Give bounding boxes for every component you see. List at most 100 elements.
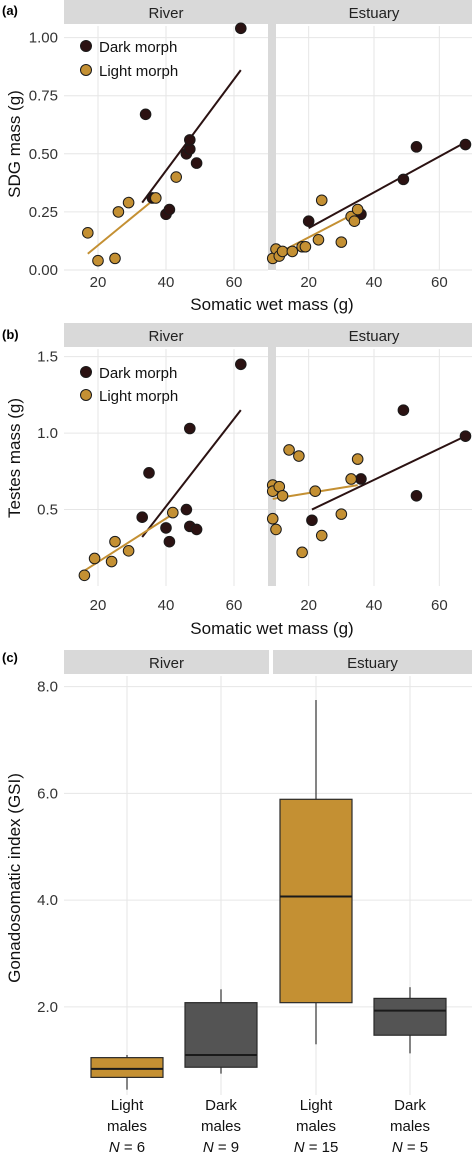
data-point-light-morph	[122, 545, 135, 557]
data-point-dark-morph	[163, 535, 176, 548]
legend-light-morph-swatch	[80, 389, 92, 401]
panel-c-gsi-boxplot: (c) River Estuary 2.0 4.0 6.0 8.0 Light males N …	[2, 650, 472, 1154]
panel-b-legend: Dark morph Light morph	[80, 365, 178, 405]
data-point-dark-morph	[459, 138, 472, 151]
data-point-light-morph	[170, 171, 182, 183]
facet-strip-estuary	[273, 650, 472, 674]
sample-size-symbol: N	[109, 1139, 120, 1154]
sample-size-value: = 15	[305, 1139, 339, 1154]
data-point-light-morph	[270, 523, 282, 536]
panel-a-x-axis-title: Somatic wet mass (g)	[190, 295, 353, 314]
panel-b-testes-mass: (b) River 20 40 60 Estuary 20 40 60 0.5 1.0 1.5 So…	[2, 323, 472, 638]
category-label-line1: Dark	[394, 1097, 426, 1114]
data-point-dark-morph	[235, 358, 247, 371]
data-point-light-morph	[293, 450, 305, 462]
sample-size-value: = 9	[214, 1139, 239, 1154]
fit-line-dark-morph	[308, 141, 466, 230]
x-tick-label: 60	[431, 597, 448, 614]
y-tick-label: 0.25	[29, 204, 58, 221]
category-label-line2: males	[201, 1118, 241, 1135]
y-tick-label: 1.0	[37, 425, 58, 442]
data-point-light-morph	[312, 233, 325, 246]
box-iqr	[373, 997, 447, 1036]
facet-strip-label: River	[148, 328, 183, 345]
data-point-light-morph	[335, 236, 348, 248]
y-tick-label: 0.75	[29, 88, 58, 105]
y-tick-label: 0.5	[37, 502, 58, 519]
data-point-light-morph	[276, 245, 289, 258]
data-point-dark-morph	[190, 523, 203, 536]
data-point-light-morph	[276, 489, 289, 502]
facet-strip-river	[64, 0, 268, 24]
sample-size-value: = 5	[403, 1139, 428, 1154]
facet-strip-label: River	[148, 5, 183, 22]
data-point-dark-morph	[143, 467, 155, 479]
x-tick-label: 60	[226, 274, 243, 291]
category-label-line1: Light	[111, 1097, 144, 1114]
sample-size-symbol: N	[392, 1139, 403, 1154]
box-iqr	[279, 798, 353, 1004]
panel-a-sdg-mass: (a) River 20 40 60 Estuary 20 40 60 0.00 0.25 0.50…	[2, 0, 472, 314]
legend-light-morph-swatch	[80, 64, 92, 76]
legend-dark-morph-label: Dark morph	[99, 39, 177, 56]
x-tick-label: 40	[366, 274, 383, 291]
category-label-line1: Dark	[205, 1097, 237, 1114]
data-point-light-morph	[351, 203, 364, 216]
data-point-light-morph	[309, 485, 322, 498]
facet-separator	[268, 0, 276, 270]
panel-c-y-axis-title: Gonadosomatic index (GSI)	[5, 773, 24, 983]
y-tick-label: 8.0	[37, 679, 58, 696]
data-point-dark-morph	[306, 514, 318, 527]
data-point-light-morph	[122, 196, 135, 209]
sample-size-value: = 6	[120, 1139, 145, 1154]
data-point-light-morph	[109, 252, 121, 265]
data-point-light-morph	[109, 535, 121, 548]
y-tick-label: 1.00	[29, 30, 58, 47]
panel-c-label: (c)	[2, 650, 18, 665]
y-tick-label: 2.0	[37, 999, 58, 1016]
data-point-light-morph	[315, 529, 328, 542]
data-point-light-morph	[345, 473, 357, 485]
data-point-light-morph	[335, 508, 348, 520]
data-point-light-morph	[266, 512, 279, 525]
x-tick-label: 40	[366, 597, 383, 614]
category-sample-size: N = 15	[294, 1139, 339, 1154]
data-point-light-morph	[150, 192, 162, 204]
data-point-light-morph	[315, 194, 328, 207]
x-tick-label: 40	[158, 274, 175, 291]
sample-size-symbol: N	[203, 1139, 214, 1154]
x-tick-label: 60	[431, 274, 448, 291]
panel-a-label: (a)	[2, 3, 18, 18]
data-point-dark-morph	[184, 134, 196, 146]
data-point-dark-morph	[397, 404, 410, 416]
data-point-dark-morph	[397, 173, 410, 186]
category-sample-size: N = 9	[203, 1139, 239, 1154]
y-tick-label: 4.0	[37, 892, 58, 909]
data-point-dark-morph	[160, 522, 172, 534]
data-point-light-morph	[92, 254, 104, 267]
category-label-line2: males	[296, 1118, 336, 1135]
fit-line-light-morph	[87, 197, 157, 255]
facet-strip-estuary	[276, 323, 472, 347]
facet-strip-label: Estuary	[349, 5, 400, 22]
category-label-line2: males	[390, 1118, 430, 1135]
facet-strip-label: River	[149, 655, 184, 672]
panel-a-y-axis-title: SDG mass (g)	[5, 90, 24, 198]
data-point-dark-morph	[180, 503, 193, 516]
data-point-dark-morph	[459, 430, 472, 442]
legend-light-morph-label: Light morph	[99, 388, 178, 405]
category-sample-size: N = 5	[392, 1139, 428, 1154]
data-point-dark-morph	[410, 489, 423, 502]
legend-light-morph-label: Light morph	[99, 63, 178, 80]
legend-dark-morph-swatch	[80, 366, 92, 378]
data-point-light-morph	[296, 546, 308, 559]
x-tick-label: 40	[158, 597, 175, 614]
x-tick-label: 60	[226, 597, 243, 614]
fit-line-dark-morph	[141, 409, 242, 538]
panel-b-y-axis-title: Testes mass (g)	[5, 398, 24, 518]
category-label-line2: males	[107, 1118, 147, 1135]
legend-dark-morph-label: Dark morph	[99, 365, 177, 382]
data-point-light-morph	[351, 453, 364, 465]
data-point-dark-morph	[190, 157, 203, 169]
